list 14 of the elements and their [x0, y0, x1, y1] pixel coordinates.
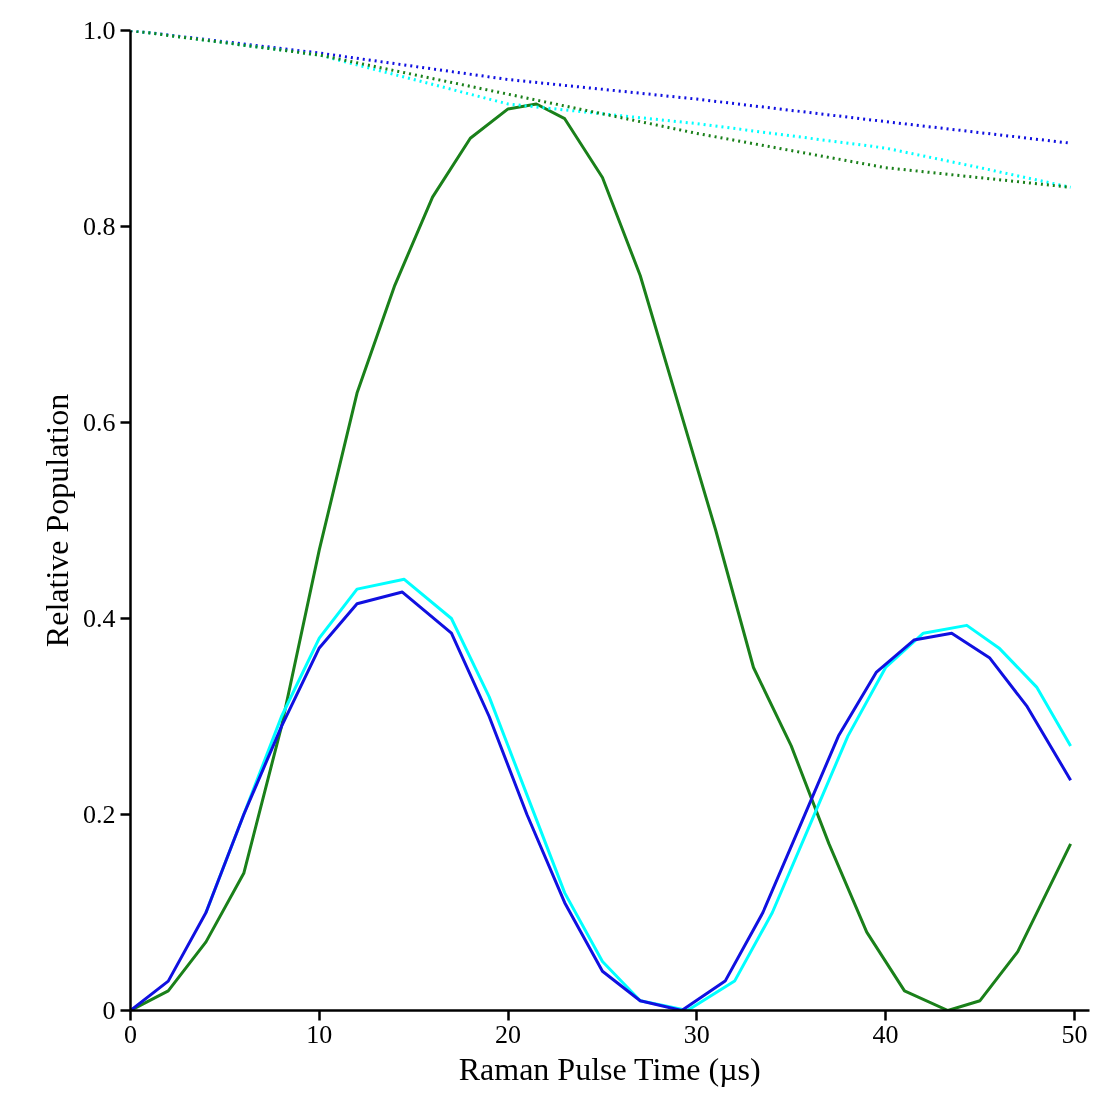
x-tick-label: 0: [124, 1019, 137, 1049]
x-tick-label: 30: [683, 1019, 710, 1049]
y-tick-label: 0: [102, 996, 116, 1025]
y-tick-label: 0.8: [83, 212, 116, 241]
x-tick-label: 40: [872, 1019, 899, 1049]
x-tick-label: 20: [495, 1019, 522, 1049]
y-tick-label: 0.4: [83, 604, 116, 633]
y-tick-label: 0.2: [83, 800, 116, 829]
y-axis-title: Relative Population: [39, 393, 75, 648]
x-tick-label: 50: [1061, 1019, 1088, 1049]
x-tick-label: 10: [306, 1019, 333, 1049]
y-tick-label: 1.0: [83, 16, 116, 45]
y-tick-label: 0.6: [83, 408, 116, 437]
x-axis-title: Raman Pulse Time (µs): [458, 1050, 761, 1087]
